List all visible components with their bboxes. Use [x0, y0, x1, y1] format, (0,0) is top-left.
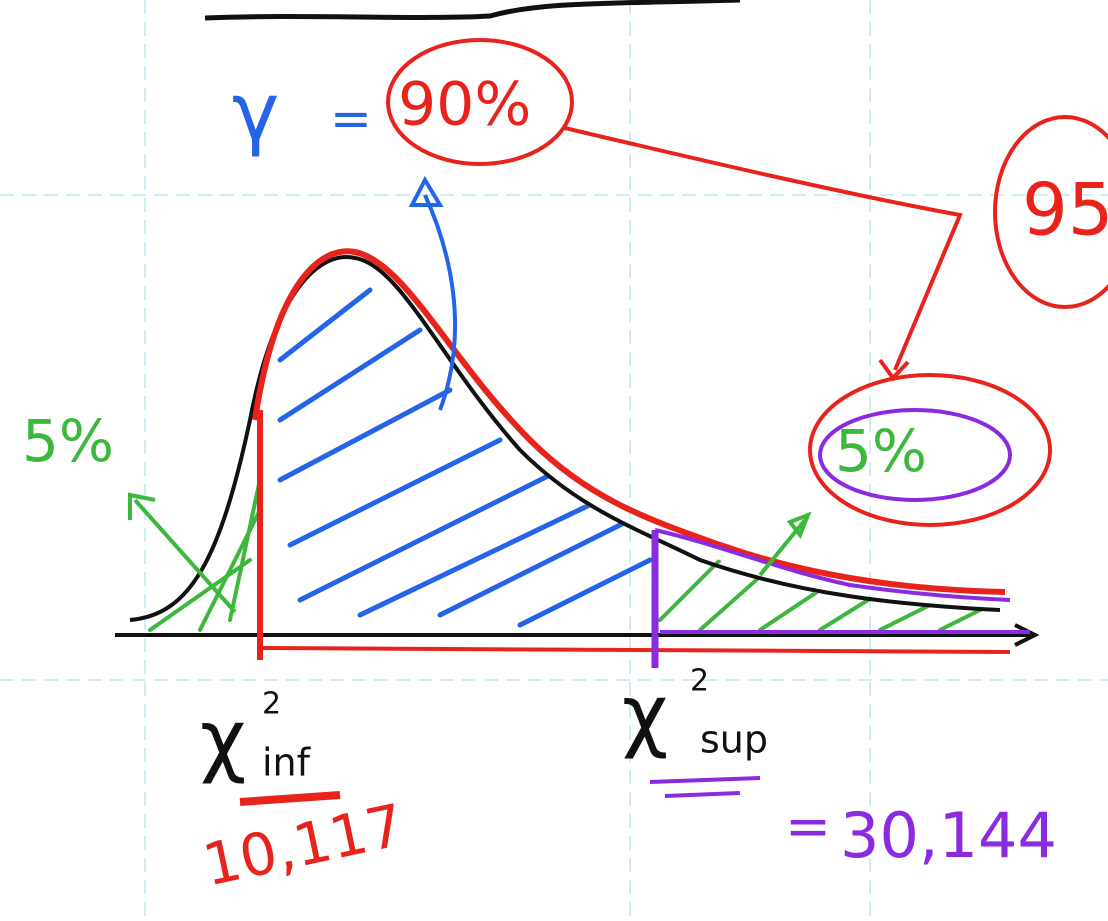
confidence-value: 90% — [398, 70, 531, 140]
purple-underline — [664, 791, 741, 798]
lower-value: 10,117 — [197, 791, 410, 900]
right-tail-label: 5% — [835, 417, 927, 485]
equals: = — [330, 90, 372, 148]
chi-symbol: χ — [622, 668, 668, 761]
chi-exponent: 2 — [262, 687, 281, 722]
density-curve — [129, 255, 1001, 622]
gamma-symbol: γ — [232, 66, 279, 159]
chi-subscript: inf — [262, 741, 312, 785]
purple-underline — [649, 776, 761, 784]
purple-curve — [654, 528, 1011, 602]
green-hatch-right — [658, 538, 1000, 632]
equals: = — [785, 794, 831, 858]
blue-hatch — [277, 287, 653, 628]
blue-arrow — [423, 194, 458, 411]
chi-exponent: 2 — [690, 664, 709, 699]
green-arrowhead-right — [786, 511, 812, 540]
red-circle — [386, 38, 574, 166]
axis-arrow — [1014, 623, 1040, 647]
red-underline — [239, 791, 341, 806]
chi-subscript: sup — [700, 718, 768, 762]
purple-circle — [818, 408, 1012, 502]
upper-value: 30,144 — [840, 799, 1057, 872]
red-connector — [564, 126, 963, 371]
green-arrowhead-left — [128, 492, 156, 520]
red-curve — [252, 248, 1006, 595]
green-hatch-left — [148, 468, 260, 632]
red-circle — [808, 373, 1052, 527]
red-baseline — [259, 646, 1011, 654]
blue-arrowhead — [408, 175, 444, 207]
chi-symbol: χ — [200, 693, 246, 786]
green-arrow-left — [133, 498, 237, 614]
red-circle — [993, 115, 1108, 309]
top-stroke — [204, 0, 741, 21]
total-tails: 95 — [1022, 168, 1108, 252]
left-tail-label: 5% — [22, 407, 114, 475]
